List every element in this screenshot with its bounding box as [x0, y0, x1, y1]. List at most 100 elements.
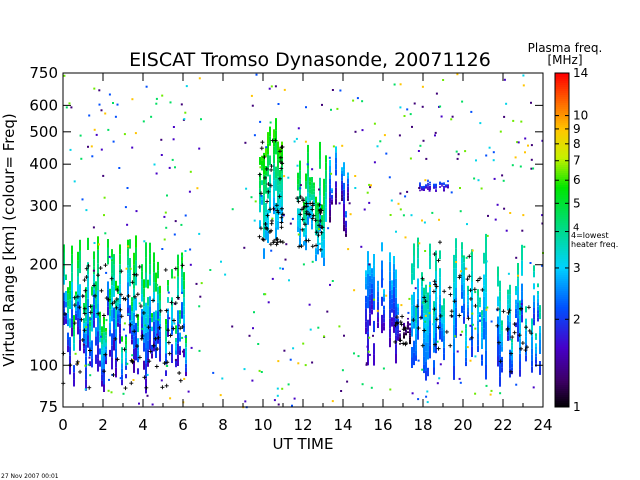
echo-mark	[111, 357, 113, 370]
echo-mark	[65, 301, 67, 308]
speckle-point	[346, 380, 349, 383]
echo-mark	[97, 358, 99, 372]
speckle-point	[424, 320, 427, 323]
echo-mark	[423, 339, 425, 348]
echo-mark	[125, 357, 127, 362]
echo-mark	[159, 354, 161, 362]
echo-mark	[69, 337, 71, 347]
echo-mark	[423, 296, 425, 305]
speckle-point	[131, 146, 134, 149]
speckle-point	[282, 214, 285, 217]
speckle-point	[95, 133, 98, 136]
echo-mark	[133, 288, 135, 301]
echo-mark	[145, 257, 147, 273]
heater-marker	[177, 371, 182, 376]
echo-mark	[445, 184, 447, 186]
echo-mark	[277, 220, 279, 230]
speckle-point	[486, 306, 489, 309]
speckle-point	[486, 234, 489, 237]
echo-mark	[175, 363, 177, 368]
echo-mark	[383, 314, 385, 319]
echo-mark	[345, 211, 347, 215]
colorbar-swatch	[555, 267, 569, 270]
echo-mark	[477, 314, 479, 321]
echo-mark	[297, 214, 299, 221]
speckle-point	[285, 243, 288, 246]
colorbar-swatch	[555, 239, 569, 242]
echo-mark	[105, 328, 107, 332]
echo-mark	[309, 193, 311, 198]
echo-mark	[365, 321, 367, 328]
speckle-point	[181, 336, 184, 339]
echo-mark	[179, 332, 181, 338]
echo-mark	[425, 294, 427, 304]
speckle-point	[283, 88, 286, 91]
echo-mark	[395, 344, 397, 354]
speckle-point	[339, 89, 342, 92]
speckle-point	[184, 335, 187, 338]
heater-marker	[82, 278, 87, 283]
echo-mark	[463, 303, 465, 311]
heater-marker	[78, 369, 83, 374]
heater-marker	[72, 295, 77, 300]
heater-marker	[269, 167, 274, 172]
echo-mark	[399, 337, 401, 339]
echo-mark	[343, 162, 345, 170]
speckle-point	[524, 151, 526, 154]
echo-mark	[115, 358, 117, 368]
echo-mark	[267, 154, 269, 166]
speckle-point	[107, 389, 110, 392]
echo-mark	[277, 212, 279, 221]
echo-mark	[137, 368, 139, 375]
echo-mark	[447, 185, 449, 186]
speckle-point	[263, 293, 266, 296]
colorbar-swatch	[555, 299, 569, 302]
echo-mark	[177, 288, 179, 300]
echo-mark	[71, 300, 73, 310]
echo-mark	[383, 318, 385, 323]
echo-mark	[419, 183, 421, 185]
speckle-point	[118, 167, 121, 169]
echo-mark	[175, 350, 177, 355]
speckle-point	[89, 317, 92, 320]
heater-marker	[87, 385, 92, 390]
echo-mark	[433, 337, 435, 346]
echo-mark	[93, 304, 95, 313]
echo-mark	[273, 171, 275, 181]
echo-mark	[377, 307, 379, 313]
speckle-point	[470, 110, 473, 113]
speckle-point	[105, 271, 108, 274]
echo-mark	[143, 297, 145, 307]
speckle-point	[361, 129, 364, 132]
echo-mark	[179, 337, 181, 342]
echo-mark	[525, 330, 527, 337]
colorbar-swatch	[555, 183, 569, 186]
heater-marker	[88, 304, 93, 309]
speckle-point	[161, 94, 164, 97]
echo-mark	[463, 276, 465, 283]
echo-mark	[441, 312, 443, 317]
echo-mark	[329, 184, 331, 192]
x-tick-label: 14	[333, 416, 352, 434]
echo-mark	[427, 292, 429, 301]
speckle-point	[541, 222, 544, 225]
echo-mark	[275, 178, 277, 191]
echo-mark	[325, 207, 327, 215]
speckle-point	[73, 180, 76, 183]
echo-mark	[439, 250, 441, 260]
heater-marker	[280, 161, 285, 166]
echo-mark	[109, 288, 111, 296]
echo-mark	[305, 234, 307, 243]
echo-mark	[269, 184, 271, 194]
speckle-point	[180, 223, 183, 226]
echo-mark	[265, 202, 267, 213]
colorbar-swatch	[555, 123, 569, 126]
heater-marker	[279, 225, 284, 230]
echo-mark	[453, 324, 455, 339]
echo-mark	[165, 324, 167, 331]
speckle-point	[368, 201, 371, 204]
echo-mark	[99, 317, 101, 324]
echo-mark	[397, 329, 399, 334]
echo-mark	[397, 311, 399, 315]
speckle-point	[287, 383, 290, 386]
